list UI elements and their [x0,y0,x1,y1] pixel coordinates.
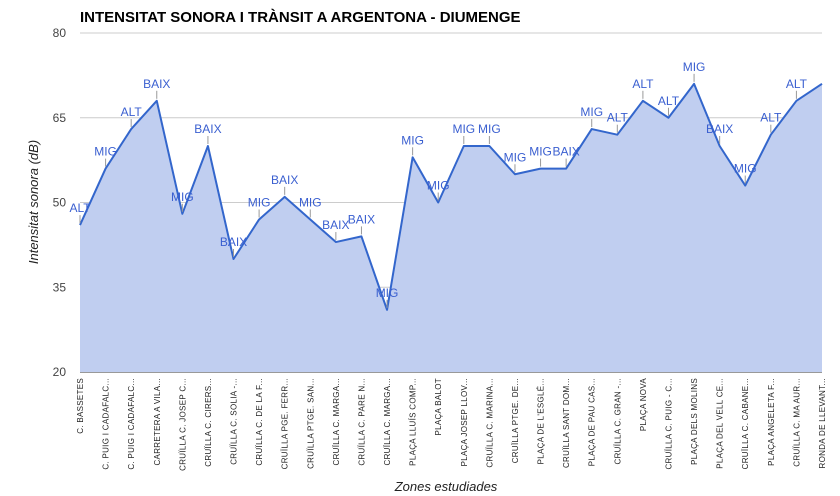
x-axis-ticks: C. BASSETES C. PUIG I CADAFALC... C. PUIG … [76,378,827,471]
x-tick-label: PLAÇA JOSEP LLOV... [460,378,469,466]
y-tick-label: 20 [53,365,67,379]
x-tick-label: CRUÏLLA C. MARINA... [485,378,494,468]
data-label: MIG [401,133,424,147]
x-tick-label: CRUÏLLA C. MA AUR... [792,378,801,467]
data-label: ALT [69,201,91,215]
data-label: MIG [529,145,552,159]
data-label: MIG [452,122,475,136]
data-label: BAIX [706,122,733,136]
x-tick-label: PLAÇA BALOT [434,378,443,436]
x-tick-label: PLAÇA DE L'ESGLÉ... [537,378,546,464]
data-label: ALT [658,94,680,108]
data-label: MIG [299,195,322,209]
x-tick-label: CRUÏLLA C. SOLIA -... [230,378,239,465]
x-tick-label: CRUÏLLA C. PUIG - C... [664,378,673,470]
data-label: BAIX [143,77,170,91]
x-tick-label: PLAÇA DE PAU CAS... [588,378,597,466]
x-tick-label: CARRETERA A VILA... [153,378,162,466]
x-tick-label: PLAÇA ANGELETA F... [767,378,776,466]
data-label: ALT [607,111,629,125]
data-label: MIG [683,60,706,74]
chart-title: INTENSITAT SONORA I TRÀNSIT A ARGENTONA … [80,9,521,26]
data-label: BAIX [552,145,579,159]
data-label: ALT [786,77,808,91]
x-tick-label: C. BASSETES [76,378,85,434]
x-tick-label: PLAÇA DEL VELL CE... [716,378,725,469]
x-tick-label: CRUÏLLA C. MARGA... [383,378,392,466]
data-label: ALT [760,111,782,125]
series-area [80,83,822,372]
data-label: BAIX [348,212,375,226]
data-label: MIG [734,162,757,176]
x-tick-label: C. PUIG I CADAFALC... [127,378,136,470]
data-label: BAIX [194,122,221,136]
data-label: BAIX [220,235,247,249]
x-tick-label: CRUÏLLA C. MARGA... [332,378,341,466]
x-tick-label: CRUÏLLA C. PARE N... [357,378,366,466]
data-label: MIG [478,122,501,136]
point-labels: ALTMIGALTBAIXMIGBAIXBAIXMIGBAIXMIGBAIXBA… [69,60,808,308]
y-tick-label: 50 [53,196,67,210]
data-label: MIG [171,190,194,204]
data-label: ALT [632,77,654,91]
x-tick-label: PLAÇA NOVA [639,378,648,431]
x-tick-label: PLAÇA LLUÍS COMP... [409,378,418,466]
x-tick-label: PLAÇA DELS MOLINS [690,378,699,465]
y-tick-label: 80 [53,26,67,40]
x-tick-label: CRUÏLLA C. CABANE... [741,378,750,469]
y-tick-label: 65 [53,111,67,125]
data-label: BAIX [322,218,349,232]
x-tick-label: CRUÏLLA PGE. FERR... [281,378,290,469]
x-tick-label: CRUÏLLA C. CIRERS... [204,378,213,467]
x-tick-label: CRUÏLLA C. GRAN -... [613,378,622,464]
y-axis-ticks: 20 35 50 65 80 [53,26,67,379]
series-line [79,82,823,311]
x-tick-label: CRUÏLLA PTGE. DE... [511,378,520,463]
data-label: MIG [376,286,399,300]
x-tick-label: CRUÏLLA SANT DOM... [562,378,571,468]
y-axis-label: Intensitat sonora (dB) [26,140,41,264]
x-axis-label: Zones estudiades [394,479,498,494]
x-tick-label: RONDA DE LLEVANT... [818,378,827,468]
data-label: MIG [427,179,450,193]
data-label: BAIX [271,173,298,187]
data-label: MIG [580,105,603,119]
data-label: MIG [504,150,527,164]
x-tick-label: C. PUIG I CADAFALC... [102,378,111,470]
x-tick-label: CRUÏLLA PTGE. SAN... [306,378,315,469]
data-label: MIG [94,145,117,159]
x-tick-label: CRUÏLLA C. DE LA F... [255,378,264,466]
y-tick-label: 35 [53,280,67,294]
data-label: ALT [121,105,143,119]
x-tick-label: CRUÏLLA C. JOSEP C... [178,378,187,471]
data-label: MIG [248,195,271,209]
